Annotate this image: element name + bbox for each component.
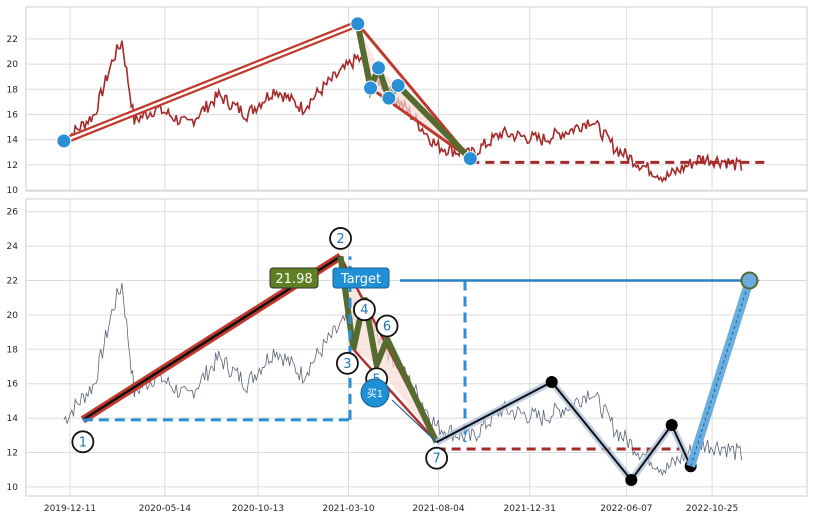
x-tick-label: 2021-12-31 bbox=[504, 504, 556, 514]
x-tick-label: 2022-10-25 bbox=[686, 504, 738, 514]
top-panel-frame bbox=[25, 6, 808, 192]
x-tick-label: 2020-10-13 bbox=[232, 504, 284, 514]
pivot-label-circle bbox=[336, 351, 359, 375]
bottom-y-tick-label: 10 bbox=[7, 483, 19, 493]
pivot-label: 6 bbox=[383, 319, 391, 334]
target-box bbox=[332, 267, 390, 289]
projection-marker bbox=[545, 375, 558, 388]
pivot-label: 4 bbox=[360, 303, 368, 318]
x-tick-label: 2021-08-04 bbox=[412, 504, 465, 514]
pivot-label: 3 bbox=[343, 357, 351, 372]
pivot-label: 1 bbox=[79, 435, 87, 450]
top-y-tick-label: 10 bbox=[7, 186, 19, 196]
buy-marker-connector bbox=[391, 399, 438, 443]
projection-marker bbox=[665, 418, 678, 431]
top-pattern-marker bbox=[390, 78, 406, 94]
top-rise-line-core bbox=[63, 22, 359, 143]
top-panel: 10 12 14 16 18 20 22 bbox=[7, 6, 808, 196]
bottom-y-tick-label: 20 bbox=[7, 311, 19, 321]
x-tick-label: 2019-12-11 bbox=[44, 504, 96, 514]
top-pattern bbox=[56, 16, 770, 167]
pivot-label-circle bbox=[71, 430, 95, 454]
top-pattern-marker bbox=[462, 151, 478, 167]
top-y-tick-label: 20 bbox=[7, 60, 19, 70]
top-pattern-marker bbox=[381, 90, 397, 106]
top-y-tick-label: 16 bbox=[7, 111, 19, 121]
x-tick-label: 2022-06-07 bbox=[600, 504, 652, 514]
top-pattern-marker bbox=[56, 133, 72, 149]
pivot-label-circle bbox=[353, 298, 376, 322]
top-y-ticks: 10 12 14 16 18 20 22 bbox=[7, 35, 19, 196]
target-projection-line bbox=[690, 280, 750, 467]
pivot-label-circle bbox=[375, 314, 399, 338]
x-tick-label: 2020-05-14 bbox=[139, 504, 192, 514]
bottom-y-tick-label: 24 bbox=[7, 242, 19, 252]
target-marker bbox=[740, 271, 759, 290]
target-box-label: Target bbox=[340, 272, 381, 287]
bottom-y-tick-label: 16 bbox=[7, 380, 19, 390]
bottom-y-tick-label: 14 bbox=[7, 414, 19, 424]
bottom-y-tick-label: 18 bbox=[7, 345, 19, 355]
bottom-lower-trendline bbox=[352, 348, 438, 444]
bottom-panel-frame bbox=[25, 198, 808, 497]
pivot-label-circle bbox=[425, 446, 449, 470]
buy-marker bbox=[360, 378, 390, 408]
pivot-label: 7 bbox=[433, 452, 441, 467]
top-y-tick-label: 12 bbox=[7, 161, 18, 171]
top-pattern-marker bbox=[363, 80, 379, 96]
top-pattern-marker bbox=[370, 60, 386, 76]
top-zigzag-line bbox=[354, 23, 473, 161]
bottom-y-tick-label: 22 bbox=[7, 277, 18, 287]
bottom-x-ticks: 2019-12-11 2020-05-14 2020-10-13 2021-03-10… bbox=[44, 504, 738, 514]
top-pattern-fill bbox=[357, 23, 471, 159]
top-y-tick-label: 14 bbox=[7, 136, 19, 146]
bottom-y-tick-label: 26 bbox=[7, 208, 19, 218]
pivot-label-circle bbox=[329, 227, 352, 250]
buy-marker-label: 买1 bbox=[367, 388, 383, 400]
projection-marker bbox=[625, 474, 638, 487]
top-pattern-marker bbox=[350, 16, 366, 32]
top-y-tick-label: 18 bbox=[7, 85, 19, 95]
price-box bbox=[269, 267, 319, 289]
top-y-tick-label: 22 bbox=[7, 35, 18, 45]
price-box-label: 21.98 bbox=[275, 272, 312, 287]
bottom-y-ticks: 10 12 14 16 18 20 22 24 26 bbox=[7, 208, 19, 493]
x-tick-label: 2021-03-10 bbox=[322, 504, 375, 514]
bottom-y-tick-label: 12 bbox=[7, 449, 18, 459]
pivot-label: 2 bbox=[336, 232, 344, 247]
top-grid bbox=[26, 7, 807, 191]
